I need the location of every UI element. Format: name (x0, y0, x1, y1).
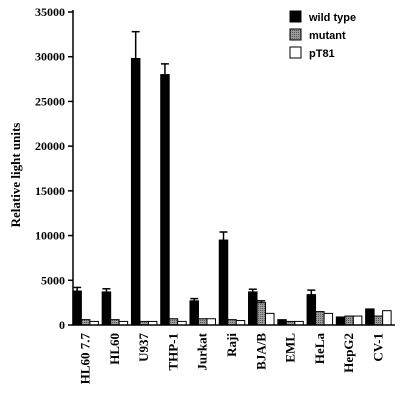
bar-mutant-raji (227, 319, 237, 326)
bar-wild-type-cv-1 (365, 308, 375, 326)
bar-wild-type-u937 (130, 58, 141, 326)
bar-pt81-hela (323, 312, 334, 326)
y-tick-label: 0 (59, 318, 65, 332)
bar-pt81-cv-1 (382, 310, 392, 326)
bar-wild-type-eml (277, 319, 287, 326)
y-tick-label: 30000 (35, 50, 65, 64)
bar-mutant-bja-b (256, 302, 267, 326)
bar-pt81-jurkat (206, 318, 216, 326)
x-tick-label-hl60-7-7: HL60 7.7 (78, 333, 93, 385)
legend-swatch-wild-type (289, 10, 302, 23)
bar-pt81-hepg2 (352, 315, 363, 326)
bar-pt81-bja-b (265, 312, 275, 326)
y-tick-label: 15000 (35, 184, 65, 198)
bar-wild-type-jurkat (189, 300, 199, 326)
x-tick-label-u937: U937 (136, 333, 151, 362)
x-tick-label-bja-b: BJA/B (253, 333, 268, 370)
y-tick-label: 5000 (41, 273, 65, 287)
bar-mutant-hl60 (110, 319, 120, 326)
y-axis: 0 5000 10000 15000 20000 25000 30000 35000 (35, 5, 74, 332)
legend-swatch-pt81 (289, 46, 302, 59)
legend-swatch-mutant (289, 28, 302, 41)
legend: wild type mutant pT81 (289, 10, 356, 60)
bar-mutant-cv-1 (373, 315, 384, 326)
bar-wild-type-thp-1 (160, 74, 170, 326)
bar-mutant-thp-1 (168, 318, 179, 326)
bar-mutant-jurkat (197, 318, 208, 326)
x-tick-label-cv-1: CV-1 (370, 333, 385, 362)
bar-wild-type-hl60-7-7 (72, 290, 82, 326)
bar-wild-type-hl60 (101, 291, 112, 326)
x-tick-label-thp-1: THP-1 (165, 333, 180, 371)
x-axis: HL60 7.7 HL60 U937 THP-1 Jurkat Raji BJA/B EML H… (73, 324, 395, 385)
x-tick-label-hl60: HL60 (107, 333, 122, 365)
x-tick-label-eml: EML (283, 333, 298, 363)
y-axis-title: Relative light units (8, 123, 23, 228)
x-tick-label-hepg2: HepG2 (341, 333, 356, 373)
y-tick-label: 20000 (35, 139, 65, 153)
bar-mutant-hepg2 (344, 315, 354, 326)
x-tick-label-hela: HeLa (312, 333, 327, 365)
bar-mutant-hela (315, 311, 325, 326)
legend-label-mutant: mutant (309, 30, 346, 42)
bar-wild-type-raji (218, 239, 229, 326)
bar-mutant-hl60-7-7 (80, 319, 91, 326)
bar-wild-type-bja-b (248, 291, 258, 326)
y-tick-label: 10000 (35, 229, 65, 243)
legend-label-pt81: pT81 (309, 48, 335, 60)
legend-label-wild-type: wild type (308, 12, 356, 24)
x-tick-label-jurkat: Jurkat (195, 332, 210, 370)
bars-group (72, 30, 392, 326)
x-tick-label-raji: Raji (224, 333, 239, 357)
bar-wild-type-hela (306, 294, 317, 326)
y-tick-label: 25000 (35, 94, 65, 108)
bar-wild-type-hepg2 (335, 316, 346, 326)
y-tick-label: 35000 (35, 5, 65, 19)
